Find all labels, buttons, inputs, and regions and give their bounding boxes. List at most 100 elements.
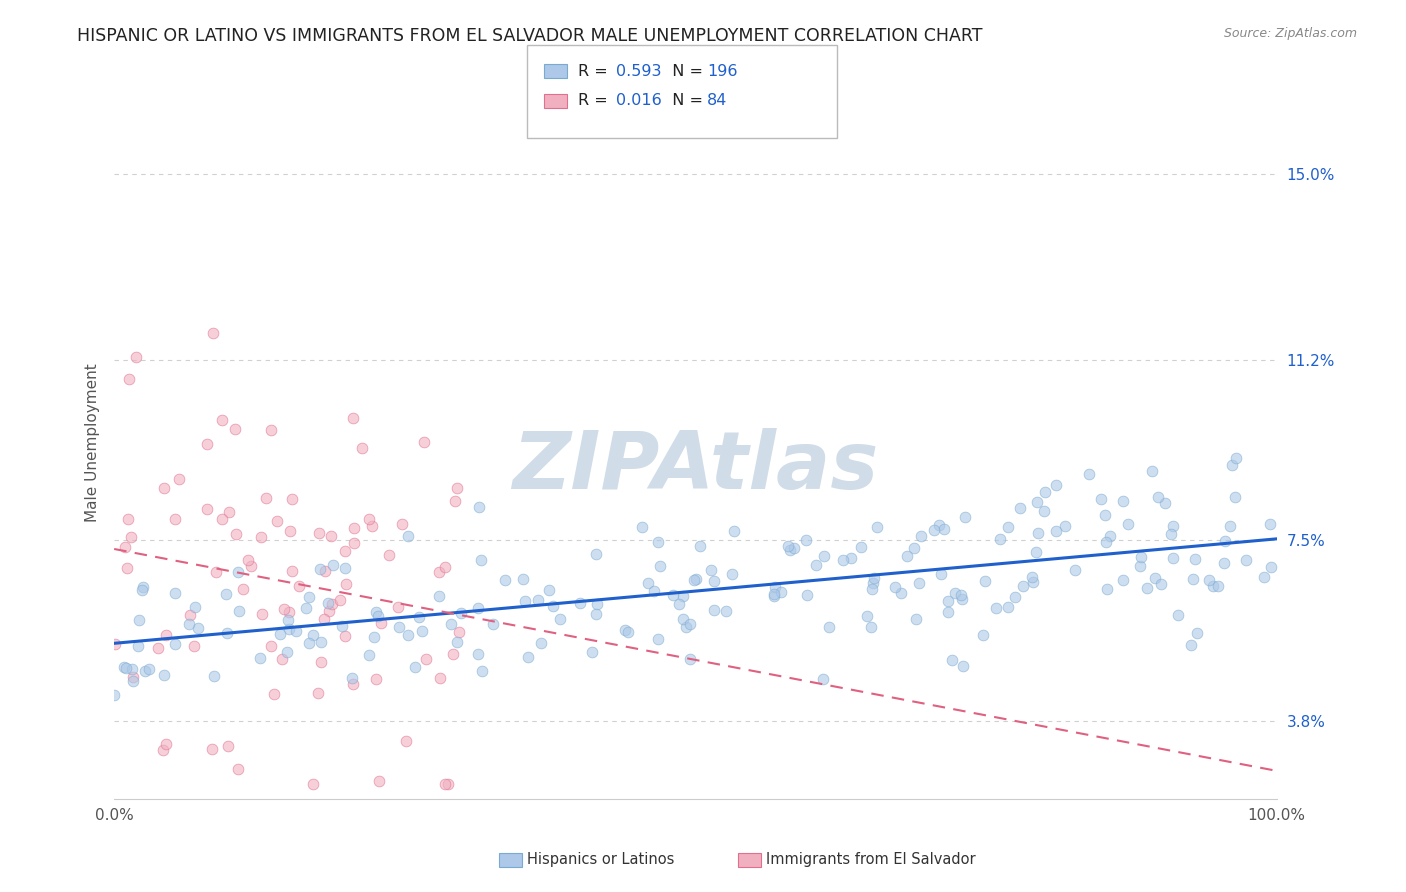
Point	[163, 637, 186, 651]
Point	[388, 620, 411, 634]
Point	[1116, 517, 1139, 532]
Point	[277, 622, 299, 636]
Point	[1225, 490, 1247, 504]
Point	[440, 617, 463, 632]
Point	[357, 648, 380, 663]
Point	[167, 472, 190, 486]
Text: N =: N =	[662, 94, 709, 108]
Point	[343, 520, 366, 534]
Point	[298, 636, 321, 650]
Point	[1213, 533, 1236, 548]
Point	[1112, 574, 1135, 588]
Point	[467, 647, 489, 661]
Point	[152, 743, 174, 757]
Point	[762, 587, 785, 601]
Point	[470, 552, 492, 566]
Point	[672, 589, 695, 603]
Point	[429, 672, 451, 686]
Point	[647, 535, 669, 549]
Point	[330, 619, 353, 633]
Point	[366, 605, 388, 619]
Point	[1219, 518, 1241, 533]
Point	[903, 541, 925, 555]
Point	[302, 777, 325, 791]
Point	[1045, 478, 1067, 492]
Point	[125, 350, 148, 364]
Point	[614, 623, 637, 637]
Point	[855, 608, 877, 623]
Point	[941, 653, 963, 667]
Point	[1225, 451, 1247, 466]
Point	[648, 559, 671, 574]
Point	[122, 674, 145, 689]
Text: Immigrants from El Salvador: Immigrants from El Salvador	[766, 853, 976, 867]
Point	[322, 558, 344, 572]
Point	[122, 670, 145, 684]
Point	[427, 565, 450, 579]
Point	[1153, 496, 1175, 510]
Point	[1136, 581, 1159, 595]
Point	[352, 441, 374, 455]
Point	[228, 604, 250, 618]
Point	[637, 576, 659, 591]
Point	[934, 522, 956, 536]
Point	[215, 586, 238, 600]
Point	[363, 630, 385, 644]
Point	[1160, 527, 1182, 541]
Point	[120, 529, 142, 543]
Point	[1090, 492, 1112, 507]
Point	[776, 539, 799, 553]
Point	[165, 511, 187, 525]
Point	[952, 591, 974, 606]
Point	[250, 530, 273, 544]
Point	[537, 583, 560, 598]
Point	[195, 437, 218, 451]
Point	[224, 421, 246, 435]
Point	[1220, 458, 1243, 472]
Point	[434, 559, 457, 574]
Text: ZIPAtlas: ZIPAtlas	[512, 428, 879, 506]
Point	[450, 606, 472, 620]
Point	[163, 585, 186, 599]
Point	[277, 606, 299, 620]
Point	[953, 509, 976, 524]
Point	[366, 672, 388, 686]
Point	[952, 659, 974, 673]
Point	[316, 597, 339, 611]
Point	[1258, 517, 1281, 532]
Point	[973, 574, 995, 588]
Point	[321, 597, 343, 611]
Point	[516, 649, 538, 664]
Text: R =: R =	[578, 94, 613, 108]
Point	[387, 599, 409, 614]
Point	[585, 607, 607, 621]
Point	[700, 564, 723, 578]
Point	[1180, 638, 1202, 652]
Point	[668, 597, 690, 611]
Point	[936, 605, 959, 619]
Point	[581, 644, 603, 658]
Point	[411, 624, 433, 638]
Point	[314, 612, 336, 626]
Point	[449, 625, 471, 640]
Point	[617, 624, 640, 639]
Point	[288, 579, 311, 593]
Point	[309, 635, 332, 649]
Point	[1182, 572, 1205, 586]
Point	[904, 612, 927, 626]
Point	[115, 661, 138, 675]
Point	[1026, 526, 1049, 541]
Point	[647, 632, 669, 646]
Point	[1094, 508, 1116, 522]
Point	[586, 598, 609, 612]
Point	[340, 671, 363, 685]
Point	[689, 539, 711, 553]
Point	[1054, 518, 1077, 533]
Point	[1142, 463, 1164, 477]
Point	[370, 615, 392, 630]
Point	[769, 584, 792, 599]
Point	[585, 547, 607, 561]
Point	[259, 424, 281, 438]
Point	[896, 549, 918, 563]
Point	[763, 590, 786, 604]
